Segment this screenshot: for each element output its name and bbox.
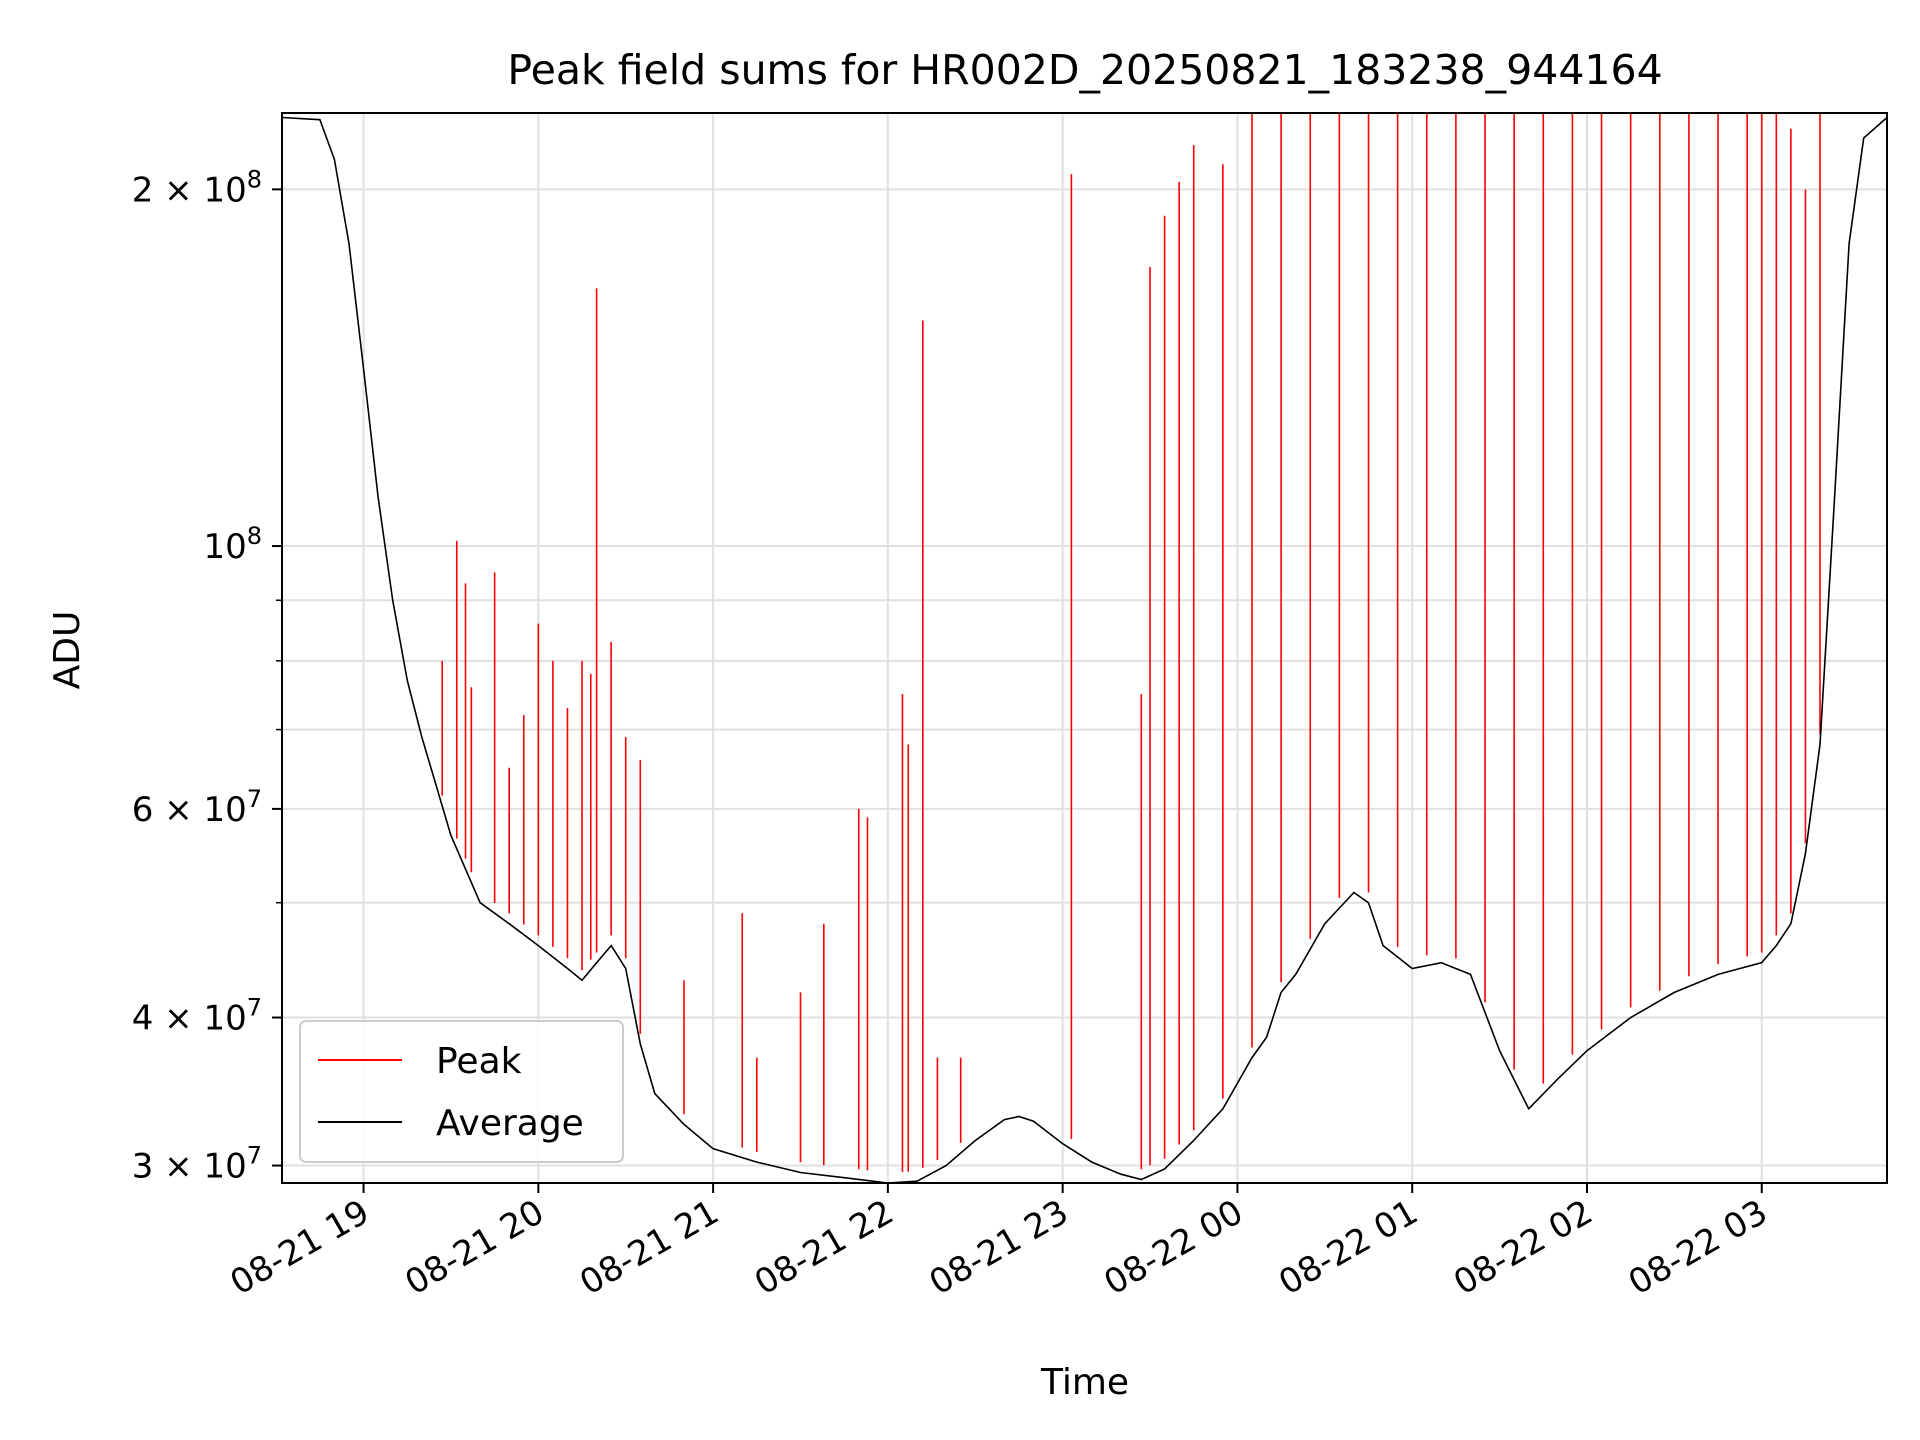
chart-title: Peak field sums for HR002D_20250821_1832… [507, 46, 1662, 94]
y-tick-label: 3 × 107 [132, 1142, 262, 1187]
y-tick-label: 2 × 108 [132, 165, 262, 210]
legend-box [299, 1020, 624, 1163]
series-group [282, 113, 1887, 1183]
y-tick-label: 108 [203, 522, 262, 567]
y-axis-label: ADU [47, 611, 88, 690]
y-tick-label: 4 × 107 [132, 994, 262, 1039]
average-series-line [282, 116, 1887, 1183]
x-axis-label: Time [1040, 1362, 1129, 1403]
legend-peak-label: Peak [436, 1041, 522, 1082]
legend-average-label: Average [436, 1103, 584, 1144]
legend: Peak Average [299, 1020, 624, 1163]
plot-frame [281, 112, 1888, 1184]
y-tick-label: 6 × 107 [132, 785, 262, 830]
